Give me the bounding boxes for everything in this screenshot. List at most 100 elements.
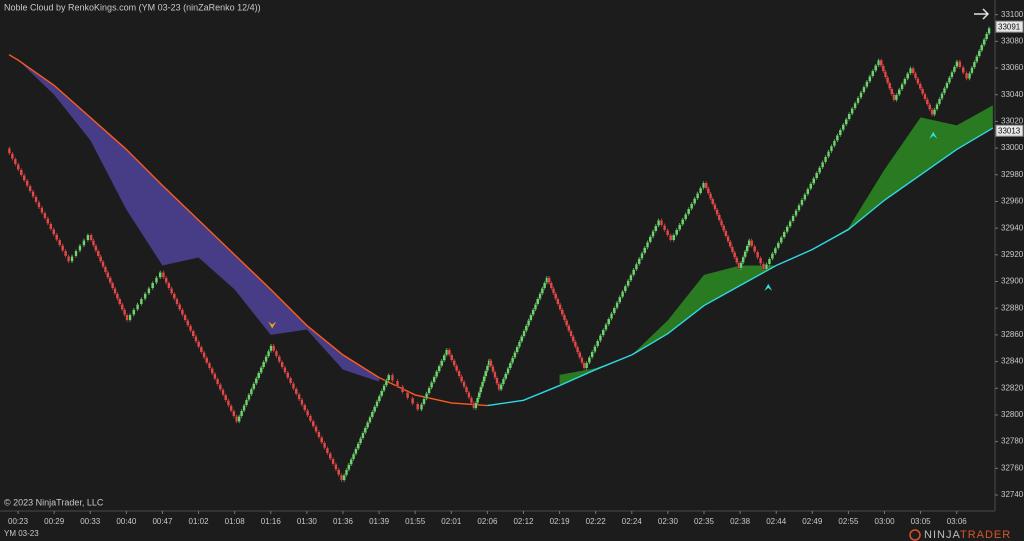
brick bbox=[651, 230, 655, 237]
brick bbox=[782, 231, 786, 238]
brick bbox=[485, 365, 490, 372]
brick bbox=[888, 82, 892, 89]
x-tick-label: 03:06 bbox=[947, 517, 968, 526]
brick bbox=[558, 304, 562, 310]
brick bbox=[621, 291, 625, 298]
brick bbox=[761, 263, 766, 270]
brick bbox=[356, 443, 360, 449]
brick bbox=[31, 191, 35, 197]
brick bbox=[829, 145, 834, 152]
brick bbox=[86, 234, 90, 241]
brick bbox=[711, 198, 715, 205]
brick bbox=[663, 224, 667, 231]
brick bbox=[972, 61, 976, 68]
brick bbox=[347, 464, 351, 470]
brick bbox=[654, 225, 658, 232]
brick bbox=[254, 378, 258, 384]
brick bbox=[883, 71, 888, 78]
brick bbox=[19, 169, 23, 176]
brick bbox=[175, 298, 179, 305]
brick bbox=[733, 252, 737, 258]
brick bbox=[462, 381, 466, 388]
brick bbox=[571, 336, 575, 342]
x-tick-label: 00:47 bbox=[152, 517, 173, 526]
brick bbox=[669, 235, 673, 241]
brick bbox=[832, 140, 836, 147]
brick bbox=[554, 293, 558, 300]
brick bbox=[942, 87, 947, 94]
brick bbox=[788, 221, 792, 227]
brick bbox=[291, 383, 295, 389]
brick bbox=[975, 56, 979, 62]
brick bbox=[940, 93, 944, 99]
brick bbox=[965, 72, 969, 79]
brick bbox=[623, 285, 627, 292]
brick bbox=[139, 298, 143, 305]
brick bbox=[419, 403, 424, 410]
brick bbox=[515, 346, 519, 353]
brick bbox=[7, 147, 11, 154]
brick bbox=[25, 180, 29, 187]
price-marker: 33091 bbox=[995, 20, 1024, 33]
brick bbox=[354, 448, 358, 455]
brick bbox=[13, 158, 17, 165]
brick bbox=[950, 71, 954, 78]
x-tick-label: 02:24 bbox=[622, 517, 643, 526]
brick bbox=[722, 225, 726, 231]
brick bbox=[52, 228, 56, 235]
brick bbox=[344, 469, 349, 476]
brick bbox=[741, 256, 745, 263]
brick bbox=[205, 357, 209, 364]
brick bbox=[659, 219, 664, 226]
brick bbox=[447, 349, 451, 356]
brick bbox=[323, 442, 327, 449]
brick bbox=[172, 293, 176, 300]
brick bbox=[932, 109, 937, 115]
scroll-to-end-button[interactable] bbox=[968, 4, 992, 22]
brick bbox=[874, 65, 878, 71]
brick bbox=[147, 288, 151, 294]
x-tick-label: 02:30 bbox=[658, 517, 679, 526]
brick bbox=[460, 376, 464, 382]
brick bbox=[877, 59, 881, 66]
brick bbox=[838, 129, 842, 136]
brick bbox=[675, 229, 679, 236]
brick bbox=[508, 362, 512, 369]
brick bbox=[958, 61, 962, 68]
y-tick-label: 33020 bbox=[1001, 117, 1024, 126]
brick bbox=[955, 61, 959, 67]
scroll-button-area[interactable] bbox=[968, 4, 992, 22]
brick bbox=[411, 397, 415, 404]
brick bbox=[442, 354, 446, 361]
brick bbox=[366, 422, 370, 428]
brick bbox=[977, 50, 981, 57]
brick bbox=[154, 277, 158, 284]
brick bbox=[637, 258, 641, 265]
brick bbox=[908, 67, 913, 74]
brick bbox=[277, 356, 281, 362]
y-tick-label: 32840 bbox=[1001, 357, 1024, 366]
brick bbox=[567, 325, 571, 332]
x-tick-label: 02:49 bbox=[802, 517, 823, 526]
brick bbox=[911, 67, 915, 74]
brick bbox=[274, 350, 279, 357]
brick bbox=[980, 44, 984, 51]
brick bbox=[596, 340, 600, 347]
brick bbox=[657, 219, 661, 226]
brick bbox=[713, 203, 717, 210]
brick bbox=[759, 257, 763, 264]
brick bbox=[604, 324, 608, 330]
brick bbox=[49, 223, 53, 230]
logo-icon bbox=[909, 529, 921, 541]
brick bbox=[607, 318, 611, 325]
brick bbox=[272, 345, 276, 352]
brick bbox=[477, 392, 481, 398]
brick bbox=[91, 240, 96, 246]
brick bbox=[123, 309, 127, 316]
brick bbox=[565, 320, 569, 326]
brick bbox=[115, 293, 119, 300]
brick bbox=[125, 314, 129, 321]
arrow-icon[interactable] bbox=[974, 8, 990, 20]
brick bbox=[580, 357, 584, 364]
